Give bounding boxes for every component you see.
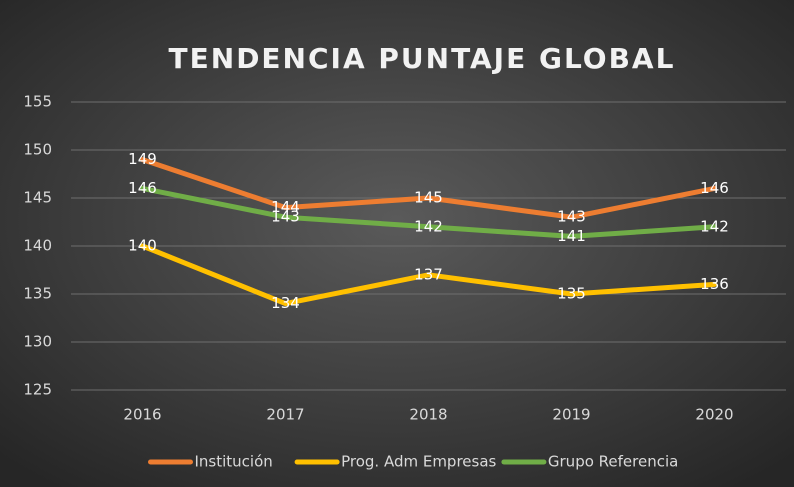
data-label: 136 <box>700 275 729 293</box>
data-label: 134 <box>271 294 300 312</box>
series-line <box>140 185 717 239</box>
data-label: 146 <box>128 179 157 197</box>
legend-label: Prog. Adm Empresas <box>341 453 496 471</box>
data-label: 142 <box>700 217 729 235</box>
data-label: 135 <box>557 285 586 303</box>
y-tick-label: 145 <box>23 189 52 207</box>
data-label: 140 <box>128 237 157 255</box>
chart-title: TENDENCIA PUNTAJE GLOBAL <box>169 42 676 75</box>
data-label: 144 <box>271 198 300 216</box>
data-label: 142 <box>414 217 443 235</box>
x-tick-label: 2018 <box>409 406 447 424</box>
x-tick-label: 2020 <box>695 406 733 424</box>
data-label: 145 <box>414 189 443 207</box>
y-tick-label: 150 <box>23 141 52 159</box>
x-tick-label: 2016 <box>123 406 161 424</box>
y-tick-label: 130 <box>23 333 52 351</box>
y-tick-label: 135 <box>23 285 52 303</box>
data-label: 146 <box>700 179 729 197</box>
data-label: 143 <box>271 208 300 226</box>
data-label: 143 <box>557 208 586 226</box>
data-label: 137 <box>414 265 443 283</box>
series-line <box>140 243 717 307</box>
y-tick-label: 140 <box>23 237 52 255</box>
series-line <box>140 157 717 220</box>
y-tick-label: 155 <box>23 93 52 111</box>
x-tick-label: 2019 <box>552 406 590 424</box>
data-label: 141 <box>557 227 586 245</box>
y-tick-label: 125 <box>23 381 52 399</box>
legend-label: Grupo Referencia <box>548 453 678 471</box>
data-label: 149 <box>128 150 157 168</box>
legend-label: Institución <box>195 453 273 471</box>
x-tick-label: 2017 <box>266 406 304 424</box>
